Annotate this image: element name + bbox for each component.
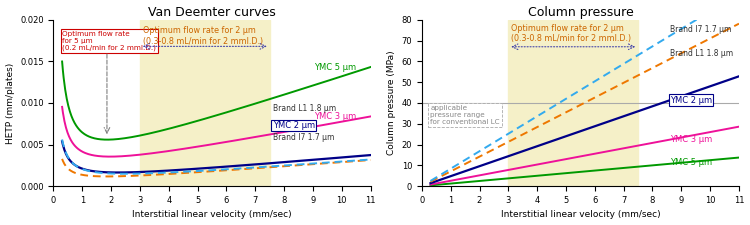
Text: Optimum flow rate
for 5 μm
(0.2 mL/min for 2 mmI.D.): Optimum flow rate for 5 μm (0.2 mL/min f… (62, 31, 156, 51)
Text: YMC 5 μm: YMC 5 μm (670, 158, 712, 167)
Text: YMC 3 μm: YMC 3 μm (670, 135, 712, 144)
X-axis label: Interstitial linear velocity (mm/sec): Interstitial linear velocity (mm/sec) (132, 210, 292, 219)
Text: YMC 5 μm: YMC 5 μm (314, 63, 356, 72)
Text: Brand L1 1.8 μm: Brand L1 1.8 μm (272, 104, 336, 113)
Text: YMC 2 μm: YMC 2 μm (272, 121, 315, 130)
Text: YMC 3 μm: YMC 3 μm (314, 112, 356, 121)
Text: Brand L1 1.8 μm: Brand L1 1.8 μm (670, 49, 733, 58)
Title: Column pressure: Column pressure (527, 6, 633, 18)
Text: Optimum flow rate for 2 μm
(0.3-0.8 mL/min for 2 mmI.D.): Optimum flow rate for 2 μm (0.3-0.8 mL/m… (512, 24, 632, 43)
Text: applicable
pressure range
for conventional LC: applicable pressure range for convention… (430, 105, 500, 125)
Text: Optimum flow rate for 2 μm
(0.3-0.8 mL/min for 2 mmI.D.): Optimum flow rate for 2 μm (0.3-0.8 mL/m… (142, 26, 263, 46)
X-axis label: Interstitial linear velocity (mm/sec): Interstitial linear velocity (mm/sec) (500, 210, 660, 219)
Title: Van Deemter curves: Van Deemter curves (148, 6, 276, 18)
Y-axis label: Column pressure (MPa): Column pressure (MPa) (387, 51, 396, 155)
Text: Brand I7 1.7 μm: Brand I7 1.7 μm (272, 133, 334, 142)
Text: YMC 2 μm: YMC 2 μm (670, 96, 712, 105)
Text: Brand I7 1.7 μm: Brand I7 1.7 μm (670, 25, 731, 34)
Y-axis label: HETP (mm/plates): HETP (mm/plates) (5, 62, 14, 144)
Bar (509, 20, 638, 186)
Bar (140, 20, 270, 186)
